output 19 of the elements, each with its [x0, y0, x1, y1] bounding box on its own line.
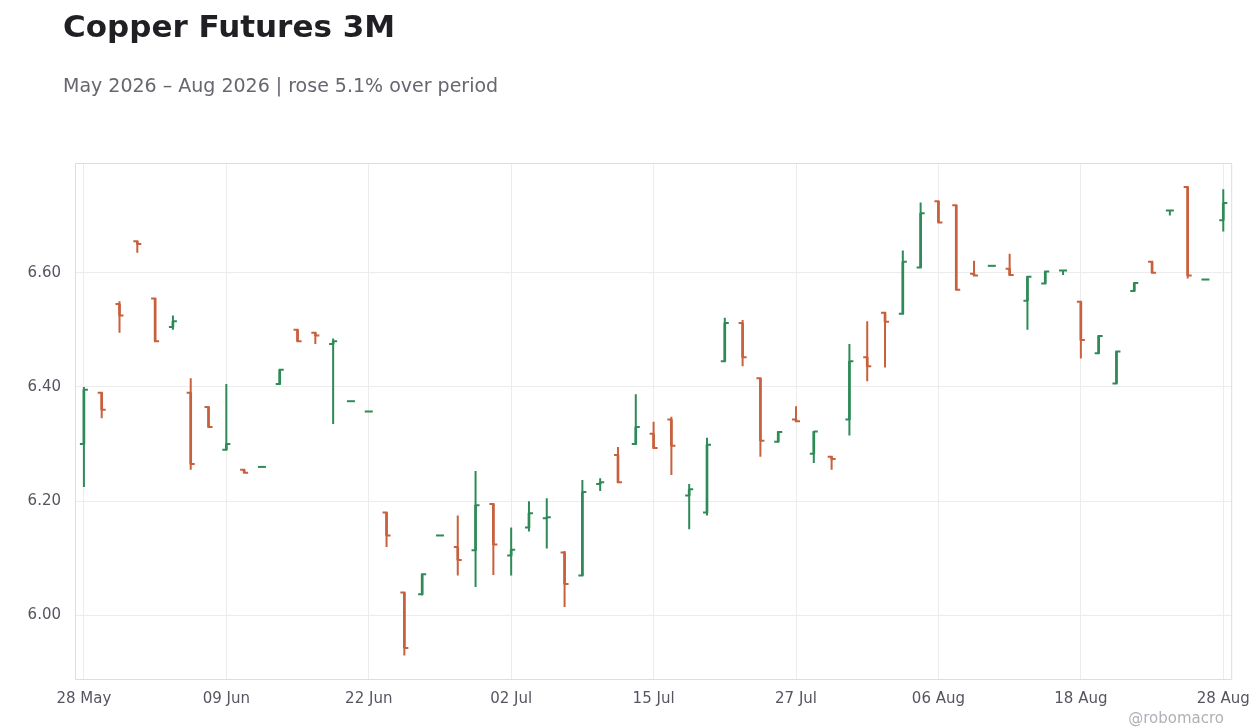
y-tick-label: 6.60 [27, 262, 61, 281]
chart-subtitle: May 2026 – Aug 2026 | rose 5.1% over period [63, 74, 499, 96]
y-tick-label: 6.20 [27, 491, 61, 510]
x-tick-label: 15 Jul [632, 688, 675, 707]
candlestick [666, 415, 677, 476]
x-tick-label: 28 Aug [1196, 688, 1250, 707]
x-tick-label: 22 Jun [345, 688, 393, 707]
chart-title: Copper Futures 3M [63, 8, 396, 44]
x-tick-label: 09 Jun [202, 688, 250, 707]
x-tick-label: 02 Jul [490, 688, 533, 707]
candlestick [844, 343, 855, 437]
x-tick-label: 28 May [56, 688, 112, 707]
x-tick-label: 18 Aug [1054, 688, 1108, 707]
y-tick-label: 6.40 [27, 376, 61, 395]
x-tick-label: 27 Jul [775, 688, 817, 707]
candlestick [470, 469, 481, 588]
x-tick-label: 06 Aug [911, 688, 966, 707]
y-tick-label: 6.00 [27, 605, 61, 624]
text: @robomacro [1128, 709, 1224, 727]
